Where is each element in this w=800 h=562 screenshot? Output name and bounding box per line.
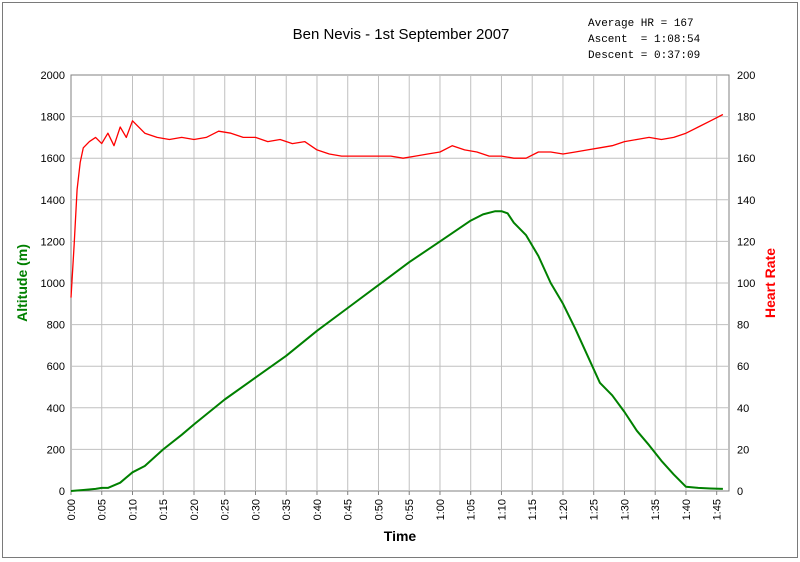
y2-tick-label: 40	[737, 403, 749, 415]
y-tick-label: 2000	[41, 70, 65, 82]
y2-tick-label: 140	[737, 195, 755, 207]
y2-tick-label: 0	[737, 486, 743, 498]
x-tick-label: 1:20	[558, 499, 570, 520]
series-layer	[70, 113, 724, 492]
x-tick-label: 1:05	[466, 499, 478, 520]
chart-svg: Ben Nevis - 1st September 2007 Average H…	[14, 18, 778, 544]
y2-axis-title-heart-rate: Heart Rate	[762, 248, 778, 318]
x-tick-label: 1:00	[435, 499, 447, 520]
grid-lines	[70, 75, 729, 495]
x-tick-label: 0:10	[127, 499, 139, 520]
series-line-altitude	[70, 210, 723, 492]
y2-tick-label: 100	[737, 278, 755, 290]
x-tick-label: 1:15	[527, 499, 539, 520]
x-tick-label: 0:55	[404, 499, 416, 520]
x-tick-label: 1:10	[496, 499, 508, 520]
chart-title: Ben Nevis - 1st September 2007	[293, 26, 510, 43]
y2-tick-label: 180	[737, 112, 755, 124]
y-tick-label: 1200	[41, 236, 65, 248]
y-tick-label: 200	[47, 444, 65, 456]
y-tick-label: 1600	[41, 153, 65, 165]
y-tick-label: 1800	[41, 112, 65, 124]
x-tick-label: 0:00	[66, 499, 78, 520]
y-tick-label: 400	[47, 403, 65, 415]
x-tick-label: 0:25	[220, 499, 232, 520]
x-tick-label: 1:30	[619, 499, 631, 520]
y-axis-title-altitude: Altitude (m)	[14, 244, 30, 322]
x-tick-label: 1:25	[589, 499, 601, 520]
tick-labels: 0:00 0:05 0:10 0:15 0:20 0:25 0:30 0:35 0:40 0:45…	[41, 70, 756, 520]
y-tick-label: 600	[47, 361, 65, 373]
stats-average-hr: Average HR = 167	[588, 18, 694, 30]
y-tick-label: 1000	[41, 278, 65, 290]
stats-ascent: Ascent = 1:08:54	[588, 34, 701, 46]
y2-tick-label: 80	[737, 320, 749, 332]
x-tick-label: 0:50	[373, 499, 385, 520]
y2-tick-label: 200	[737, 70, 755, 82]
y-tick-label: 800	[47, 320, 65, 332]
y2-tick-label: 60	[737, 361, 749, 373]
x-tick-label: 0:20	[189, 499, 201, 520]
x-tick-label: 0:35	[281, 499, 293, 520]
x-tick-label: 1:40	[681, 499, 693, 520]
x-tick-label: 0:30	[250, 499, 262, 520]
y2-tick-label: 160	[737, 153, 755, 165]
x-tick-label: 1:45	[712, 499, 724, 520]
x-tick-label: 0:05	[97, 499, 109, 520]
y2-tick-label: 120	[737, 236, 755, 248]
y-tick-label: 0	[59, 486, 65, 498]
series-line-heart-rate	[70, 113, 724, 298]
stats-descent: Descent = 0:37:09	[588, 50, 700, 62]
x-axis-title: Time	[384, 528, 417, 544]
y-tick-label: 1400	[41, 195, 65, 207]
x-tick-label: 0:40	[312, 499, 324, 520]
x-tick-label: 0:15	[158, 499, 170, 520]
x-tick-label: 1:35	[650, 499, 662, 520]
y2-tick-label: 20	[737, 444, 749, 456]
x-tick-label: 0:45	[343, 499, 355, 520]
